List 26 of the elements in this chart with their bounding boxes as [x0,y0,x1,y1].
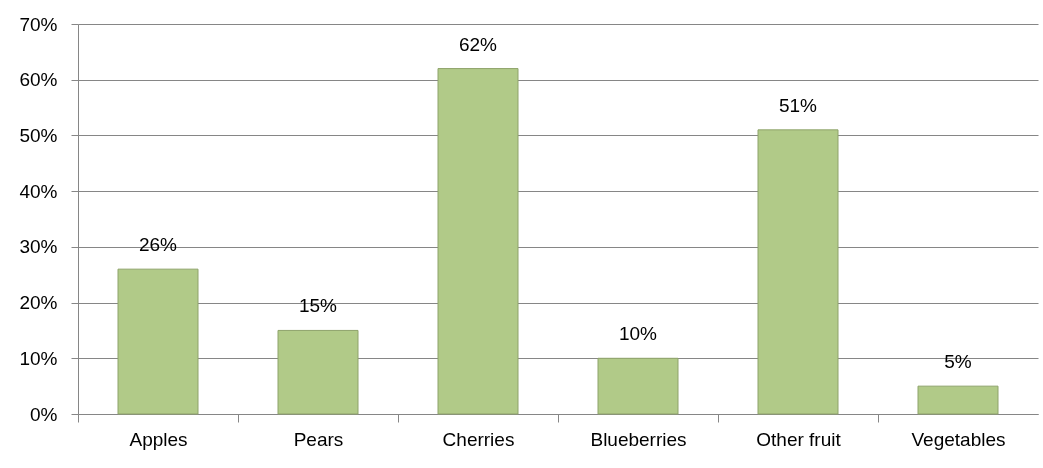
bar [277,329,359,415]
bar [117,268,199,415]
bar [917,385,999,415]
data-label: 62% [458,33,498,55]
x-tick-label: Cherries [442,428,515,450]
y-tick-label: 10% [19,347,58,369]
bar [597,357,679,415]
y-tick-label: 60% [19,69,58,91]
bar [437,68,519,415]
x-tick-label: Other fruit [756,428,842,450]
y-tick-label: 30% [19,236,58,258]
x-tick-label: Apples [129,428,188,450]
x-tick-label: Vegetables [911,428,1006,450]
x-tick-label: Pears [293,428,344,450]
y-tick-label: 70% [19,13,58,35]
data-label: 26% [138,234,178,256]
x-tick-label: Blueberries [590,428,687,450]
y-tick-label: 40% [19,180,58,202]
bar [757,129,839,415]
data-label: 10% [618,323,658,345]
y-tick-label: 0% [30,403,58,425]
y-tick-label: 50% [19,124,58,146]
y-tick-label: 20% [19,292,58,314]
data-label: 15% [298,295,338,317]
data-label: 51% [778,94,818,116]
data-label: 5% [944,351,972,373]
